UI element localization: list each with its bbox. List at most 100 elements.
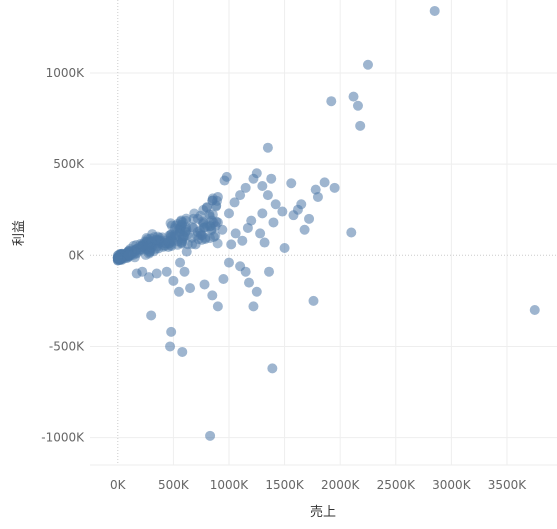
data-point xyxy=(175,257,186,268)
data-point xyxy=(277,206,288,217)
data-point xyxy=(286,178,297,189)
data-point xyxy=(188,222,199,233)
data-point xyxy=(267,363,278,374)
data-point xyxy=(196,230,207,241)
data-point xyxy=(185,283,196,294)
y-tick-label: 500K xyxy=(53,157,85,171)
data-point xyxy=(201,202,212,213)
data-point xyxy=(146,310,157,321)
x-tick-label: 1500K xyxy=(265,478,305,492)
data-point xyxy=(143,272,154,283)
x-tick-label: 500K xyxy=(158,478,190,492)
data-point xyxy=(242,222,253,233)
data-point xyxy=(262,142,273,153)
data-point xyxy=(223,208,234,219)
data-point xyxy=(147,229,158,240)
data-point xyxy=(230,228,241,239)
data-point xyxy=(235,261,246,272)
data-point xyxy=(163,236,174,247)
data-point xyxy=(123,249,134,260)
data-point xyxy=(112,252,123,263)
data-point xyxy=(192,213,203,224)
y-axis-title: 利益 xyxy=(12,220,27,246)
data-point xyxy=(178,231,189,242)
x-tick-label: 1000K xyxy=(210,478,250,492)
data-point xyxy=(199,222,210,233)
data-point xyxy=(251,286,262,297)
data-point xyxy=(529,305,540,315)
data-point xyxy=(299,224,310,235)
data-point xyxy=(257,208,268,219)
data-point xyxy=(179,266,190,277)
x-tick-label: 2000K xyxy=(321,478,361,492)
y-tick-label: -500K xyxy=(49,339,85,353)
data-point xyxy=(199,279,210,290)
data-point xyxy=(240,182,251,193)
grid-layer xyxy=(90,0,557,466)
y-tick-label: -1000K xyxy=(41,431,85,445)
x-tick-label: 3500K xyxy=(488,478,528,492)
data-point xyxy=(259,237,270,248)
data-point xyxy=(173,286,184,297)
data-point xyxy=(161,266,172,277)
data-point xyxy=(207,209,218,220)
data-point xyxy=(207,290,218,301)
points-layer xyxy=(112,5,540,441)
data-point xyxy=(166,326,177,337)
data-point xyxy=(255,228,266,239)
data-point xyxy=(266,173,277,184)
data-point xyxy=(270,199,281,210)
y-axis-ticks: -1000K -500K 0K 500K 1000K xyxy=(41,66,85,445)
data-point xyxy=(308,295,319,306)
data-point xyxy=(217,224,228,235)
data-point xyxy=(304,213,315,224)
data-point xyxy=(212,301,223,312)
y-tick-label: 1000K xyxy=(46,66,86,80)
x-axis-ticks: 0K 500K 1000K 1500K 2000K 2500K 3000K 3500K xyxy=(110,478,527,492)
data-point xyxy=(219,175,230,186)
data-point xyxy=(288,210,299,221)
y-tick-label: 0K xyxy=(68,248,85,262)
data-point xyxy=(279,243,290,253)
data-point xyxy=(348,91,359,102)
data-point xyxy=(429,5,440,16)
data-point xyxy=(165,341,176,352)
x-tick-label: 3000K xyxy=(432,478,472,492)
data-point xyxy=(229,197,240,208)
data-point xyxy=(181,246,192,257)
data-point xyxy=(248,301,259,312)
data-point xyxy=(223,257,234,268)
data-point xyxy=(235,190,246,201)
data-point xyxy=(355,120,366,131)
data-point xyxy=(326,96,337,107)
data-point xyxy=(168,275,179,286)
data-point xyxy=(166,220,177,231)
data-point xyxy=(207,195,218,206)
data-point xyxy=(190,239,201,250)
data-point xyxy=(177,346,188,357)
zero-lines xyxy=(90,0,557,465)
data-point xyxy=(352,100,363,111)
x-tick-label: 2500K xyxy=(377,478,417,492)
data-point xyxy=(244,277,255,288)
x-axis-title: 売上 xyxy=(310,504,336,520)
data-point xyxy=(268,217,279,228)
data-point xyxy=(329,182,340,193)
data-point xyxy=(248,173,259,184)
data-point xyxy=(131,268,142,279)
data-point xyxy=(212,217,223,228)
x-tick-label: 0K xyxy=(110,478,127,492)
data-point xyxy=(151,268,162,279)
data-point xyxy=(312,191,323,202)
data-point xyxy=(226,239,237,250)
data-point xyxy=(257,181,268,191)
data-point xyxy=(131,248,142,259)
data-point xyxy=(205,430,216,441)
data-point xyxy=(208,231,219,242)
data-point xyxy=(262,190,273,201)
data-point xyxy=(362,59,373,70)
data-point xyxy=(319,177,330,188)
data-point xyxy=(346,227,357,238)
data-point xyxy=(237,235,248,246)
